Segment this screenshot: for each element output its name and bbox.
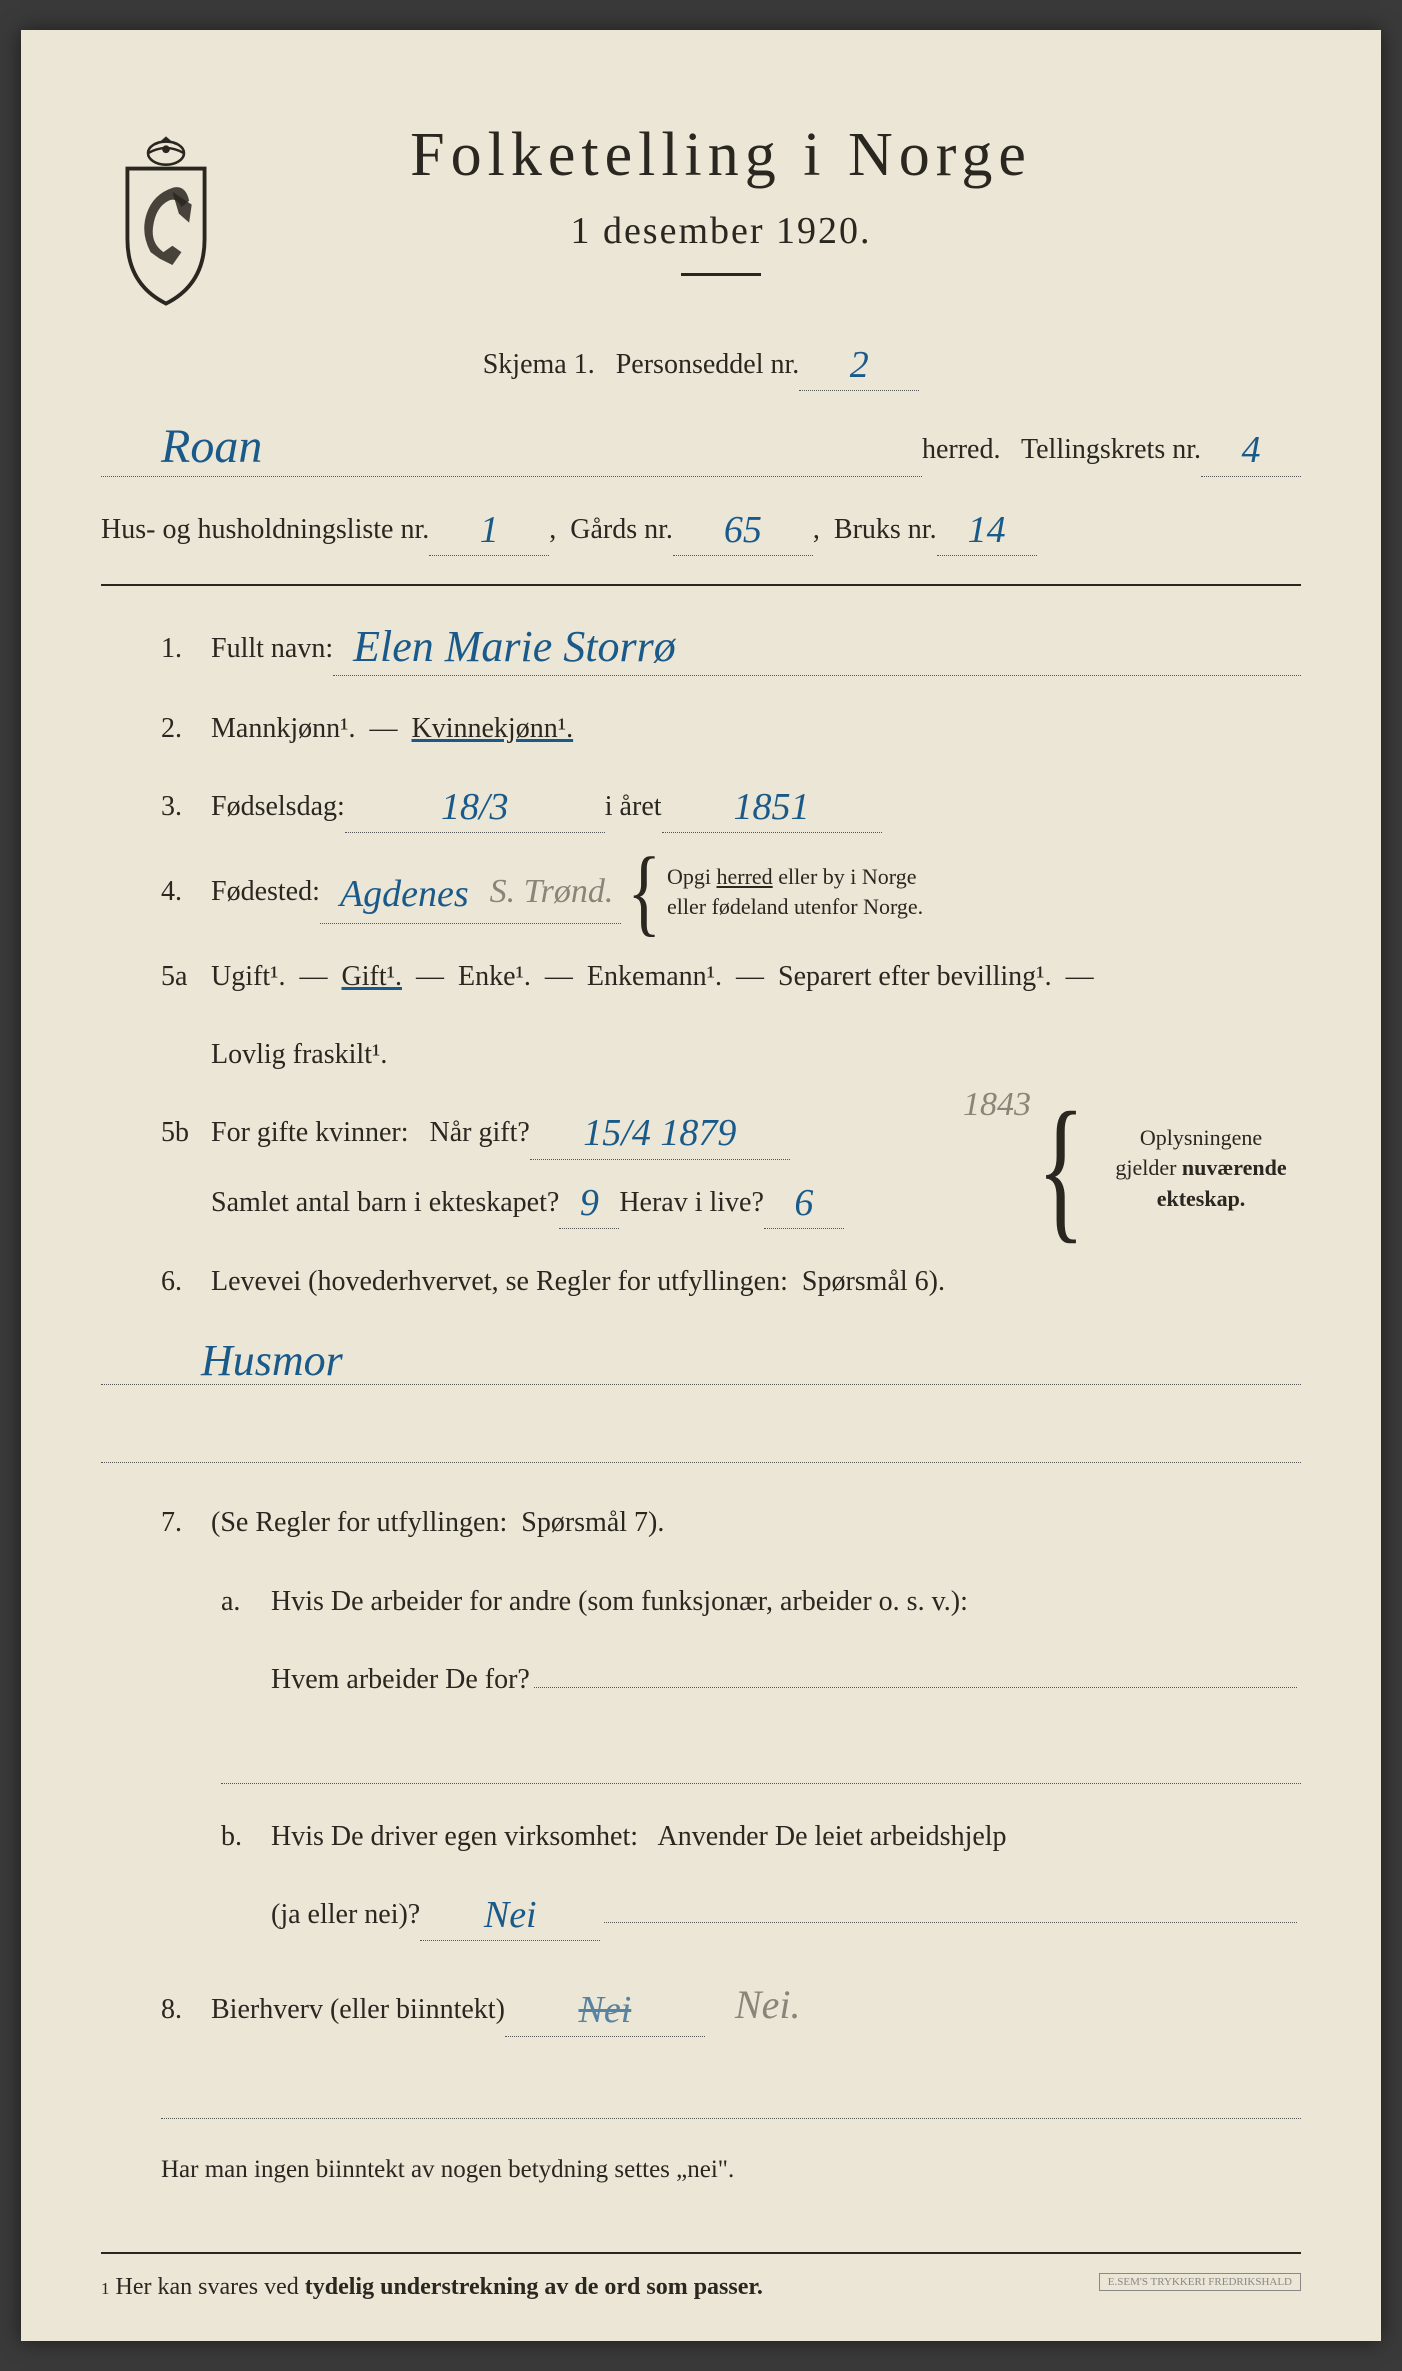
header: Folketelling i Norge 1 desember 1920.	[101, 120, 1301, 310]
coat-of-arms-icon	[101, 130, 231, 310]
q3-line: 3. Fødselsdag: 18/3 i året 1851	[101, 782, 1301, 833]
title-divider	[681, 273, 761, 276]
title-block: Folketelling i Norge 1 desember 1920.	[271, 120, 1301, 304]
q5a-fraskilt: Lovlig fraskilt¹.	[211, 1030, 387, 1080]
meta-line-1: Skjema 1. Personseddel nr. 2	[101, 340, 1301, 391]
birthplace: Agdenes S. Trønd.	[320, 861, 622, 923]
q6-line: 6. Levevei (hovederhvervet, se Regler fo…	[101, 1257, 1301, 1307]
personseddel-nr: 2	[799, 340, 919, 391]
subtitle: 1 desember 1920.	[271, 209, 1171, 253]
q7a-text: Hvis De arbeider for andre (som funksjon…	[271, 1577, 968, 1627]
q5b-label2: Samlet antal barn i ekteskapet?	[211, 1178, 559, 1228]
q6-blank	[101, 1413, 1301, 1463]
q7a-text2: Hvem arbeider De for?	[271, 1655, 530, 1705]
printer-stamp: E.SEM'S TRYKKERI FREDRIKSHALD	[1099, 2273, 1301, 2291]
q4-note: Opgi herred eller by i Norge eller fødel…	[667, 862, 923, 924]
q5a-ugift: Ugift¹. —	[211, 952, 342, 1002]
gards-nr: 65	[673, 505, 813, 556]
q5a-num: 5a	[161, 952, 211, 1002]
q8-blank	[161, 2069, 1301, 2119]
bruks-label: , Bruks nr.	[813, 505, 937, 555]
q4-line: 4. Fødested: Agdenes S. Trønd. { Opgi he…	[101, 861, 1301, 923]
q5b-num: 5b	[161, 1108, 211, 1158]
q7b-line2: (ja eller nei)? Nei	[101, 1890, 1301, 1941]
q5b-note: Oplysningene gjelder nuværende ekteskap.	[1101, 1123, 1301, 1215]
form-body: Skjema 1. Personseddel nr. 2 Roan herred…	[101, 340, 1301, 2301]
section-rule	[101, 584, 1301, 586]
q4-num: 4.	[161, 867, 211, 917]
gards-label: , Gårds nr.	[549, 505, 673, 555]
q1-label: Fullt navn:	[211, 624, 333, 674]
children-total: 9	[559, 1178, 619, 1229]
q6-label: Levevei (hovederhvervet, se Regler for u…	[211, 1257, 945, 1307]
q8-label: Bierhverv (eller biinntekt)	[211, 1985, 505, 2035]
skjema-label: Skjema 1. Personseddel nr.	[483, 340, 800, 390]
q8-struck: Nei	[505, 1985, 705, 2036]
q5a-gift: Gift¹.	[342, 952, 403, 1002]
q7a-line1: a. Hvis De arbeider for andre (som funks…	[101, 1577, 1301, 1627]
q5a-line2: Lovlig fraskilt¹.	[101, 1030, 1301, 1080]
q5b-block: 5b For gifte kvinner: Når gift? 15/4 187…	[101, 1108, 1301, 1229]
q5b-label1: For gifte kvinner: Når gift?	[211, 1108, 530, 1158]
hint-line: Har man ingen biinntekt av nogen betydni…	[101, 2147, 1301, 2192]
q7a-blank	[534, 1658, 1297, 1688]
bruks-nr: 14	[937, 505, 1037, 556]
q5b-label3: Herav i live?	[619, 1178, 764, 1228]
q3-num: 3.	[161, 782, 211, 832]
q2-male: Mannkjønn¹. —	[211, 704, 412, 754]
q5a-line1: 5a Ugift¹. — Gift¹. — Enke¹. — Enkemann¹…	[101, 952, 1301, 1002]
q6-answer: Husmor	[101, 1335, 1301, 1385]
q6-num: 6.	[161, 1257, 211, 1307]
q7-label: (Se Regler for utfyllingen: Spørsmål 7).	[211, 1498, 664, 1548]
q3-label: Fødselsdag:	[211, 782, 345, 832]
q7b-num: b.	[221, 1812, 271, 1862]
q7a-blank2	[221, 1734, 1301, 1784]
tellingskrets-nr: 4	[1201, 425, 1301, 476]
q8-num: 8.	[161, 1985, 211, 2035]
q7b-line1: b. Hvis De driver egen virksomhet: Anven…	[101, 1812, 1301, 1862]
brace-icon: {	[1037, 1129, 1085, 1209]
q2-female: Kvinnekjønn¹.	[412, 704, 574, 754]
q2-num: 2.	[161, 704, 211, 754]
q8-line: 8. Bierhverv (eller biinntekt) Nei Nei.	[101, 1969, 1301, 2041]
hushold-label: Hus- og husholdningsliste nr.	[101, 505, 429, 555]
brace-icon: {	[627, 868, 661, 917]
birth-day: 18/3	[345, 782, 605, 833]
q7b-text2: (ja eller nei)?	[271, 1890, 420, 1940]
q7-num: 7.	[161, 1498, 211, 1548]
hushold-nr: 1	[429, 505, 549, 556]
q7-header: 7. (Se Regler for utfyllingen: Spørsmål …	[101, 1498, 1301, 1548]
q7a-num: a.	[221, 1577, 271, 1627]
full-name: Elen Marie Storrø	[333, 621, 1301, 675]
q2-line: 2. Mannkjønn¹. — Kvinnekjønn¹.	[101, 704, 1301, 754]
census-form-page: Folketelling i Norge 1 desember 1920. Sk…	[21, 30, 1381, 2341]
q7b-answer: Nei	[420, 1890, 600, 1941]
q7a-line2: Hvem arbeider De for?	[101, 1655, 1301, 1705]
pencil-year: 1843	[963, 1074, 1031, 1135]
children-alive: 6	[764, 1178, 844, 1229]
main-title: Folketelling i Norge	[271, 120, 1171, 191]
q5a-rest: — Enke¹. — Enkemann¹. — Separert efter b…	[402, 952, 1094, 1002]
herred-name: Roan	[101, 419, 922, 476]
q7b-text: Hvis De driver egen virksomhet: Anvender…	[271, 1812, 1007, 1862]
q1-line: 1. Fullt navn: Elen Marie Storrø	[101, 621, 1301, 675]
meta-line-2: Roan herred. Tellingskrets nr. 4	[101, 419, 1301, 476]
q4-label: Fødested:	[211, 867, 320, 917]
married-date: 15/4 1879	[530, 1108, 790, 1159]
q8-answer: Nei.	[735, 1969, 801, 2041]
birth-year: 1851	[662, 782, 882, 833]
meta-line-3: Hus- og husholdningsliste nr. 1 , Gårds …	[101, 505, 1301, 556]
q1-num: 1.	[161, 624, 211, 674]
q3-year-label: i året	[605, 782, 662, 832]
herred-label: herred. Tellingskrets nr.	[922, 425, 1201, 475]
